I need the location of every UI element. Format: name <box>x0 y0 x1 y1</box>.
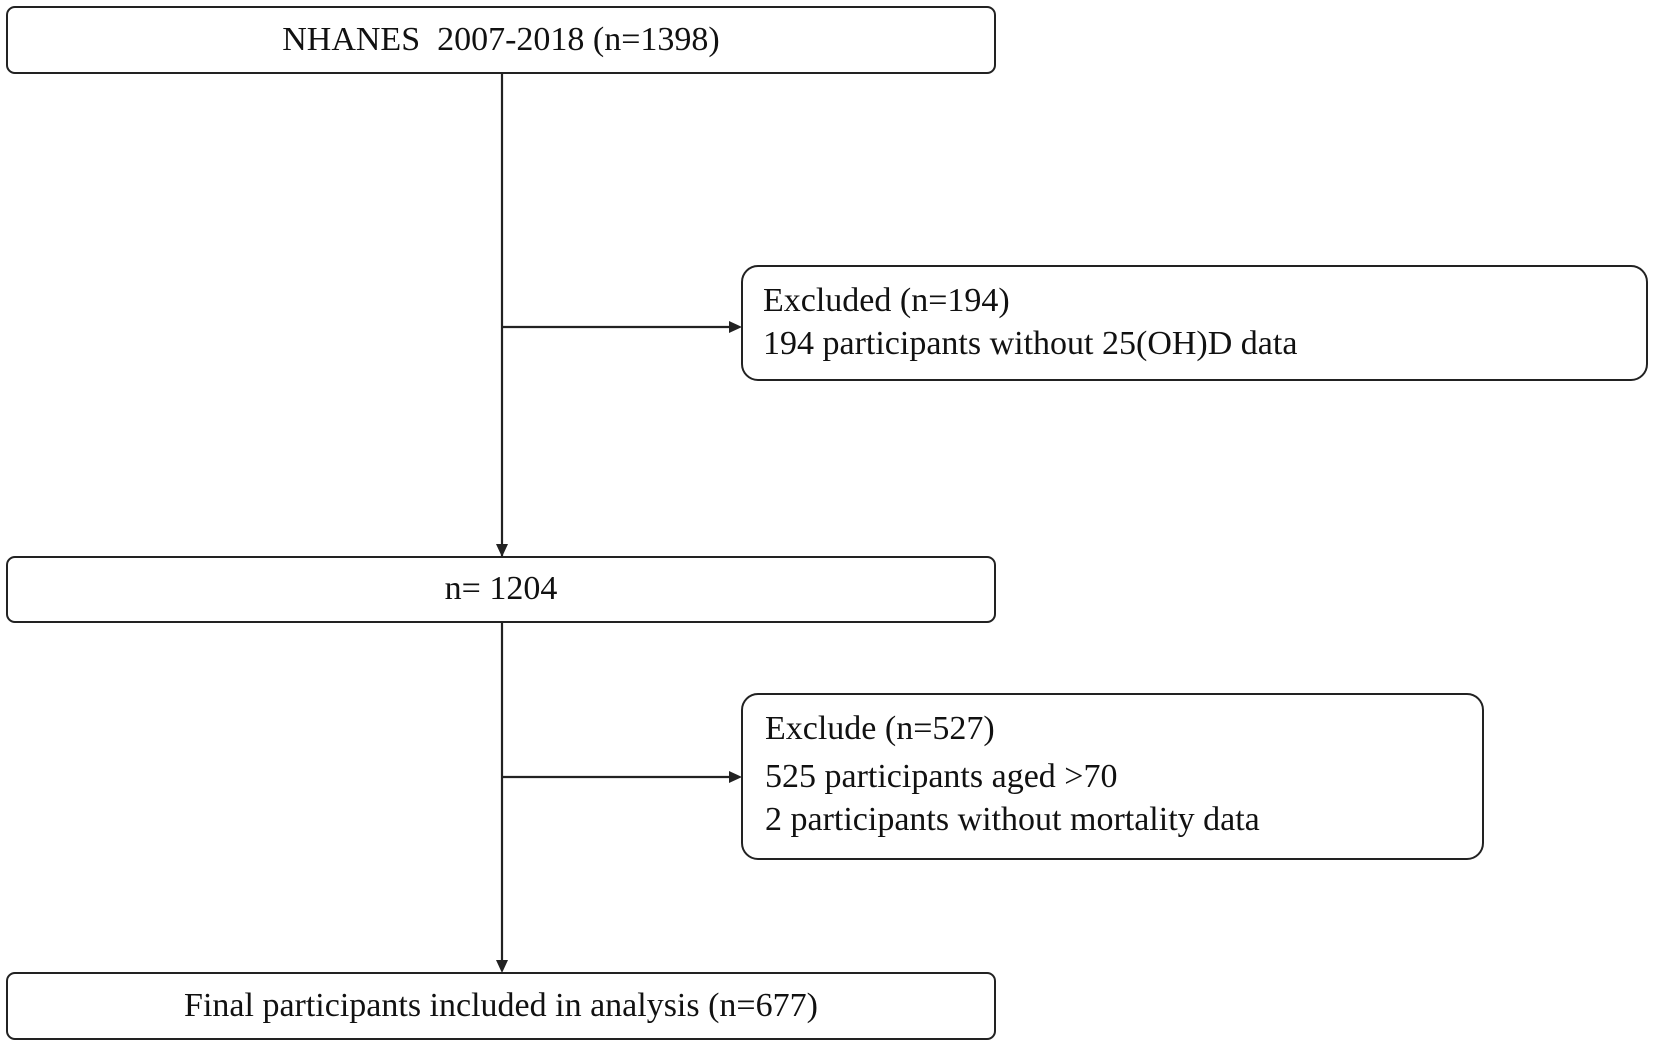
exclusion-title: Exclude (n=527) <box>765 710 995 747</box>
exclusion-box <box>741 693 1484 860</box>
box-label: Final participants included in analysis … <box>184 987 818 1024</box>
flow-box <box>6 556 996 623</box>
arrowhead <box>496 544 508 557</box>
arrowhead <box>496 960 508 973</box>
flow-box <box>6 6 996 74</box>
flow-box <box>6 972 996 1040</box>
exclusion-line: 525 participants aged >70 <box>765 758 1117 795</box>
box-label: n= 1204 <box>445 570 558 607</box>
arrowhead <box>729 771 742 783</box>
exclusion-line: 2 participants without mortality data <box>765 801 1260 838</box>
exclusion-line: 194 participants without 25(OH)D data <box>763 325 1297 362</box>
exclusion-box <box>741 265 1648 381</box>
arrowhead <box>729 321 742 333</box>
box-label: NHANES 2007-2018 (n=1398) <box>282 21 720 58</box>
exclusion-title: Excluded (n=194) <box>763 282 1010 319</box>
